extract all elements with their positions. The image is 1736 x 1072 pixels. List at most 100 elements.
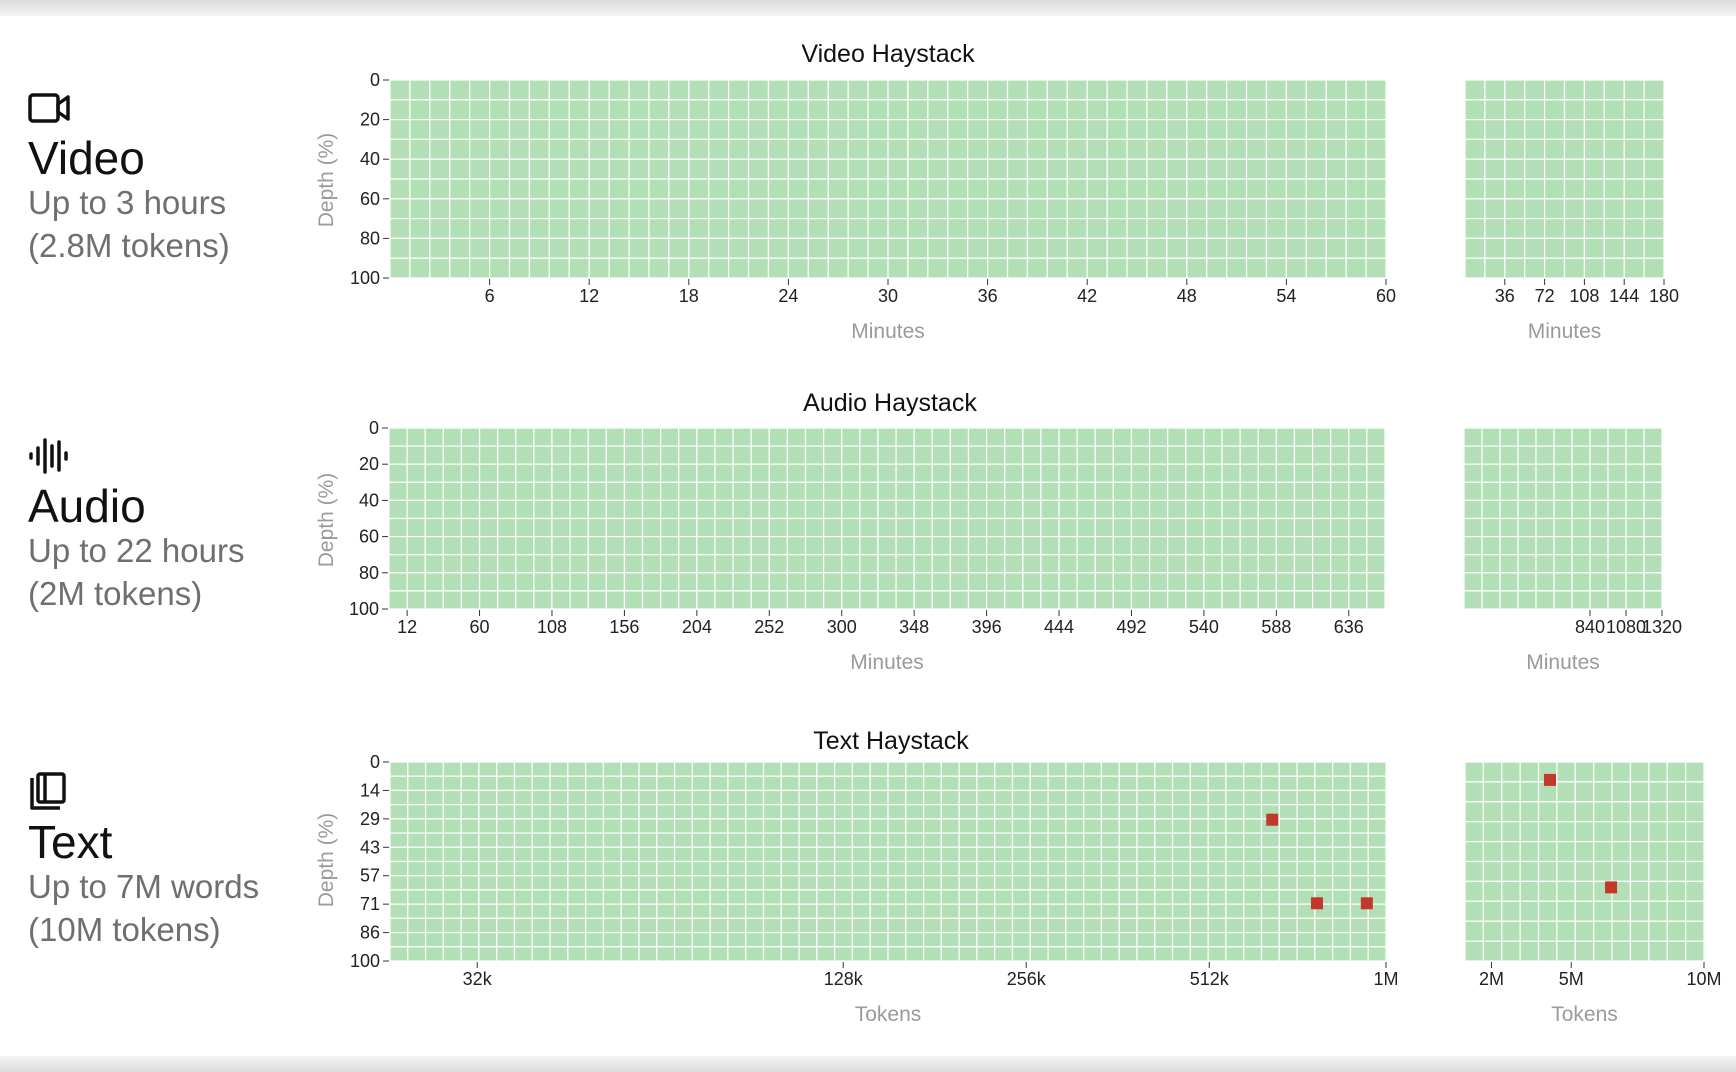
heatmap-cell — [1066, 118, 1088, 140]
heatmap-cell — [424, 517, 444, 538]
x-axis-label: Minutes — [1526, 651, 1600, 674]
heatmap-cell — [1011, 846, 1031, 863]
heatmap-cell — [1100, 946, 1120, 962]
heatmap-cell — [1349, 818, 1369, 834]
heatmap-cell — [1100, 818, 1120, 834]
heatmap-cell — [648, 218, 670, 240]
heatmap-cell — [429, 118, 451, 140]
heatmap-cell — [1607, 517, 1627, 538]
heatmap-cell — [859, 535, 879, 556]
heatmap-cell — [762, 804, 782, 820]
heatmap-cell — [460, 789, 480, 806]
heatmap-cell — [780, 931, 800, 948]
heatmap-cell — [1004, 463, 1024, 483]
heatmap-cell — [623, 427, 644, 447]
heatmap-cell — [767, 118, 789, 140]
heatmap-cell — [877, 554, 897, 574]
heatmap-cell — [478, 860, 498, 877]
heatmap-cell — [1203, 572, 1223, 592]
heatmap-cell — [1643, 257, 1665, 279]
heatmap-cell — [1206, 118, 1228, 140]
heatmap-cell — [728, 118, 750, 140]
heatmap-cell — [1571, 572, 1591, 592]
heatmap-cell — [460, 499, 481, 520]
heatmap-cell — [496, 889, 516, 905]
heatmap-cell — [1094, 554, 1114, 574]
heatmap-cell — [496, 846, 516, 863]
heatmap-cell — [623, 554, 644, 574]
heatmap-cell — [1571, 554, 1591, 574]
heatmap-cell — [869, 818, 889, 834]
heatmap-cell — [895, 572, 915, 592]
heatmap-cell — [1311, 445, 1332, 465]
heatmap-cell — [1296, 775, 1316, 792]
heatmap-cell — [1589, 481, 1609, 501]
heatmap-cell — [1245, 237, 1268, 259]
heatmap-cell — [780, 804, 800, 820]
heatmap-cell — [605, 481, 626, 501]
heatmap-cell — [424, 804, 444, 820]
heatmap-cell — [460, 481, 481, 501]
heatmap-cell — [407, 917, 427, 934]
heatmap-cell — [927, 218, 949, 240]
failure-cell — [1266, 813, 1279, 826]
heatmap-cell — [1463, 535, 1483, 556]
heatmap-cell — [656, 789, 676, 806]
heatmap-cell — [1563, 99, 1585, 121]
heatmap-cell — [1065, 804, 1085, 820]
heatmap-cell — [827, 257, 849, 279]
heatmap-cell — [513, 917, 533, 934]
heatmap-cell — [976, 775, 996, 792]
heatmap-cell — [497, 463, 517, 483]
heatmap-cell — [1083, 804, 1103, 820]
heatmap-cell — [1265, 99, 1287, 121]
heatmap-cell — [940, 818, 960, 834]
heatmap-cell — [727, 860, 747, 877]
heatmap-cell — [1325, 218, 1347, 240]
heatmap-cell — [1330, 427, 1350, 447]
heatmap-cell — [1046, 178, 1068, 200]
heatmap-cell — [1482, 860, 1503, 882]
heatmap-cell — [931, 590, 951, 610]
heatmap-cell — [847, 158, 869, 180]
heatmap-cell — [887, 860, 907, 877]
heatmap-cell — [1065, 931, 1085, 948]
heatmap-cell — [1603, 257, 1625, 279]
heatmap-cell — [1524, 237, 1546, 259]
heatmap-cell — [767, 178, 789, 200]
heatmap-cell — [1112, 572, 1133, 592]
heatmap-cell — [478, 761, 498, 777]
heatmap-cell — [1685, 860, 1705, 882]
heatmap-cell — [1118, 917, 1138, 934]
heatmap-cell — [807, 237, 829, 259]
heatmap-cell — [823, 590, 843, 610]
heatmap-cell — [732, 427, 752, 447]
heatmap-cell — [1265, 237, 1287, 259]
y-tick-label: 100 — [350, 951, 380, 971]
heatmap-cell — [587, 427, 607, 447]
heatmap-cell — [1367, 846, 1387, 863]
heatmap-cell — [656, 875, 676, 891]
heatmap-cell — [1260, 889, 1280, 905]
heatmap-cell — [623, 463, 644, 483]
heatmap-cell — [1589, 535, 1609, 556]
heatmap-cell — [1517, 517, 1537, 538]
heatmap-cell — [1106, 198, 1128, 220]
heatmap-cell — [533, 535, 553, 556]
heatmap-cell — [531, 846, 551, 863]
heatmap-cell — [1519, 781, 1540, 803]
heatmap-cell — [442, 761, 462, 777]
heatmap-cell — [827, 99, 849, 121]
heatmap-cell — [887, 99, 909, 121]
heatmap-cell — [807, 99, 829, 121]
heatmap-cell — [389, 237, 411, 259]
heatmap-cell — [673, 804, 693, 820]
heatmap-cell — [1611, 860, 1632, 882]
heatmap-cell — [588, 79, 610, 101]
heatmap-cell — [1186, 257, 1208, 279]
heatmap-cell — [1186, 237, 1208, 259]
heatmap-cell — [1106, 118, 1128, 140]
heatmap-cell — [389, 118, 411, 140]
heatmap-cell — [469, 178, 491, 200]
heatmap-cell — [1058, 535, 1078, 556]
